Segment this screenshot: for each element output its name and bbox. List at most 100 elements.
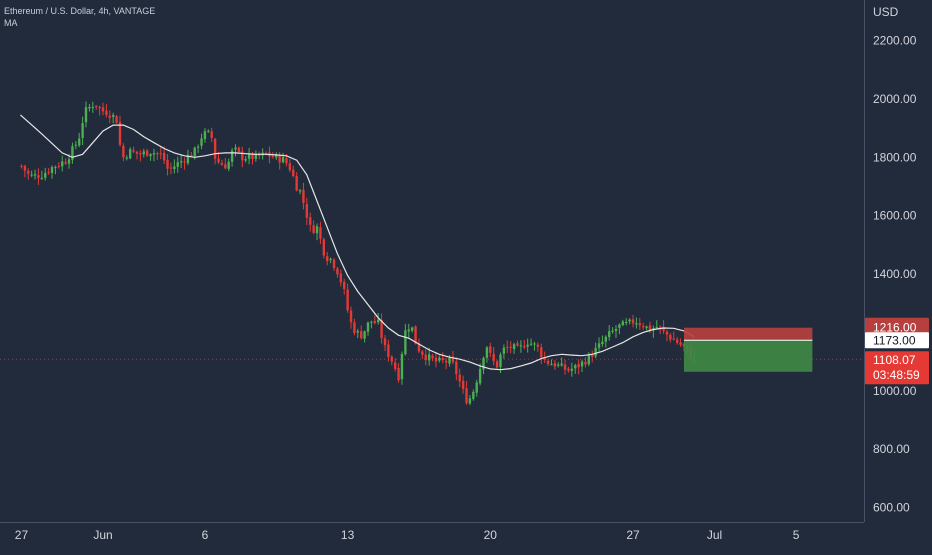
candle-up[interactable] (533, 343, 536, 345)
candle-down[interactable] (271, 155, 275, 158)
candle-down[interactable] (166, 160, 169, 169)
candle-down[interactable] (264, 152, 268, 154)
candle-up[interactable] (377, 319, 380, 323)
candle-down[interactable] (679, 342, 682, 345)
candle-down[interactable] (23, 166, 27, 171)
candle-up[interactable] (512, 344, 516, 349)
candle-down[interactable] (506, 347, 509, 349)
candle-down[interactable] (360, 331, 363, 339)
candle-down[interactable] (536, 344, 540, 347)
candle-down[interactable] (224, 164, 227, 169)
candle-down[interactable] (159, 153, 162, 155)
candle-down[interactable] (213, 139, 217, 159)
candle-down[interactable] (424, 354, 427, 360)
candle-down[interactable] (489, 346, 492, 353)
candle-up[interactable] (40, 177, 44, 179)
time-axis[interactable] (0, 522, 864, 550)
candle-down[interactable] (461, 380, 465, 389)
candle-up[interactable] (281, 157, 285, 163)
candle-up[interactable] (230, 150, 234, 162)
candle-down[interactable] (118, 121, 122, 145)
candle-down[interactable] (20, 165, 23, 167)
candle-up[interactable] (594, 347, 597, 357)
candle-down[interactable] (145, 150, 149, 156)
candle-down[interactable] (156, 153, 159, 155)
candle-down[interactable] (631, 319, 635, 324)
candle-down[interactable] (132, 150, 135, 152)
candle-down[interactable] (390, 356, 393, 362)
take-profit-zone[interactable] (683, 340, 813, 372)
candle-down[interactable] (495, 361, 499, 368)
candle-down[interactable] (285, 158, 288, 164)
candle-down[interactable] (105, 110, 108, 115)
candle-down[interactable] (162, 152, 166, 161)
candle-up[interactable] (625, 322, 628, 324)
candle-up[interactable] (499, 354, 502, 368)
candle-up[interactable] (152, 153, 156, 155)
candle-up[interactable] (448, 357, 451, 364)
candle-down[interactable] (292, 169, 295, 177)
candle-down[interactable] (295, 176, 298, 191)
candle-up[interactable] (580, 361, 584, 367)
candle-down[interactable] (169, 167, 173, 169)
candle-up[interactable] (193, 147, 196, 157)
candle-up[interactable] (482, 357, 485, 370)
candle-up[interactable] (74, 144, 78, 146)
candle-down[interactable] (343, 281, 346, 289)
candle-down[interactable] (658, 326, 662, 328)
candle-down[interactable] (326, 256, 329, 262)
candle-up[interactable] (478, 368, 482, 384)
candle-up[interactable] (254, 153, 258, 159)
candle-down[interactable] (553, 363, 557, 367)
candle-up[interactable] (400, 353, 404, 380)
candle-down[interactable] (139, 153, 142, 155)
candle-up[interactable] (472, 391, 475, 399)
candle-up[interactable] (529, 343, 533, 345)
candle-up[interactable] (203, 131, 207, 140)
candle-down[interactable] (523, 346, 526, 348)
candle-up[interactable] (410, 327, 414, 331)
candle-down[interactable] (95, 105, 98, 107)
candle-up[interactable] (597, 343, 601, 348)
candle-up[interactable] (207, 130, 210, 132)
candle-down[interactable] (64, 162, 67, 164)
candle-up[interactable] (125, 157, 128, 159)
candle-up[interactable] (142, 151, 145, 155)
candle-down[interactable] (509, 346, 512, 348)
candle-down[interactable] (288, 163, 292, 171)
candle-up[interactable] (628, 319, 631, 322)
candle-down[interactable] (190, 154, 193, 157)
candle-up[interactable] (356, 331, 359, 333)
candle-up[interactable] (366, 322, 370, 332)
candle-up[interactable] (608, 331, 611, 337)
candle-up[interactable] (574, 365, 577, 369)
candle-up[interactable] (614, 328, 618, 332)
candle-down[interactable] (108, 115, 111, 118)
candle-down[interactable] (237, 147, 241, 152)
candle-up[interactable] (363, 331, 366, 339)
candle-down[interactable] (642, 325, 645, 328)
candle-down[interactable] (115, 116, 118, 123)
candle-down[interactable] (546, 360, 550, 365)
candle-up[interactable] (149, 154, 152, 157)
candle-down[interactable] (455, 361, 458, 375)
candle-down[interactable] (584, 361, 587, 365)
candle-down[interactable] (662, 326, 665, 331)
candle-down[interactable] (638, 323, 641, 326)
candle-down[interactable] (251, 153, 254, 160)
candle-down[interactable] (346, 289, 349, 311)
candle-up[interactable] (502, 347, 506, 354)
candle-up[interactable] (570, 368, 574, 371)
candle-up[interactable] (587, 354, 591, 365)
candle-down[interactable] (373, 321, 376, 323)
candle-up[interactable] (247, 153, 251, 159)
candle-down[interactable] (543, 357, 546, 360)
candle-down[interactable] (57, 166, 61, 168)
candle-down[interactable] (336, 268, 339, 275)
candle-down[interactable] (183, 161, 186, 163)
candle-down[interactable] (444, 360, 448, 363)
candle-down[interactable] (98, 106, 101, 109)
candle-up[interactable] (50, 167, 54, 173)
candle-up[interactable] (526, 344, 529, 347)
